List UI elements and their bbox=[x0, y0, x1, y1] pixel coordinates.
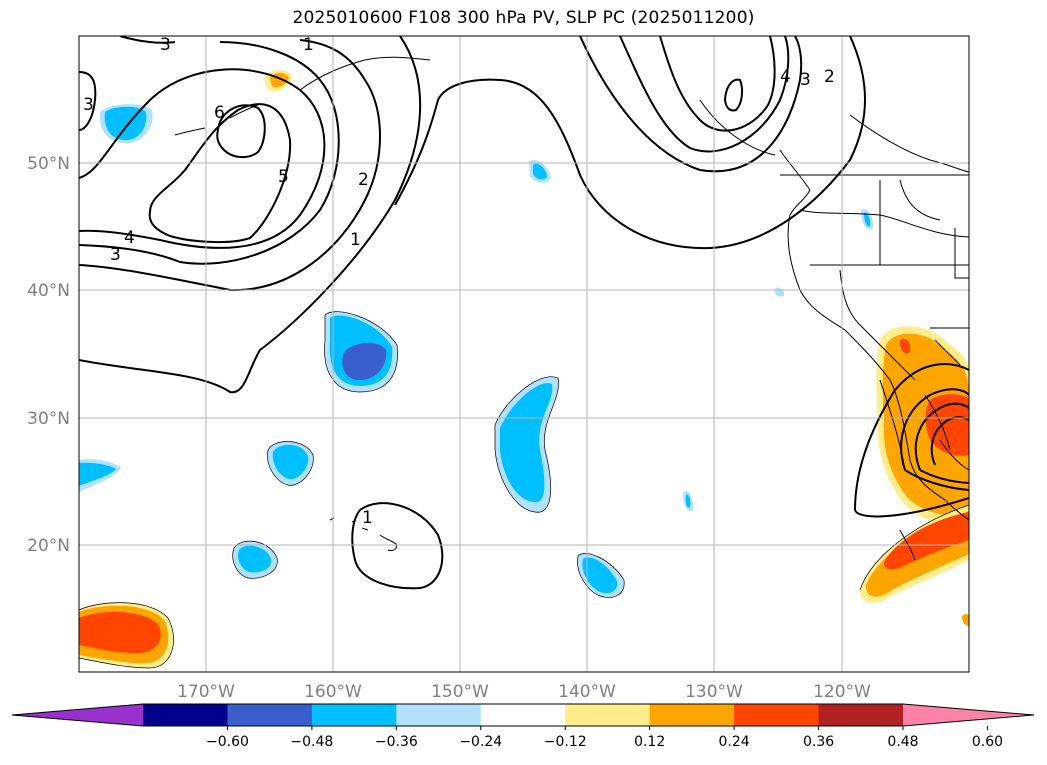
contour-label: 3 bbox=[800, 70, 811, 90]
colorbar-segment bbox=[311, 704, 397, 726]
slp-contours bbox=[79, 36, 969, 590]
lon-label: 120°W bbox=[813, 682, 871, 702]
lat-label: 30°N bbox=[27, 409, 70, 429]
contour-label: 4 bbox=[780, 67, 791, 87]
lon-label: 170°W bbox=[177, 682, 235, 702]
lat-label: 50°N bbox=[27, 154, 70, 174]
contour-label: 3 bbox=[110, 245, 121, 265]
colorbar-outline bbox=[11, 703, 1035, 727]
contour-label: 2 bbox=[824, 67, 835, 87]
colorbar-tick-label: −0.60 bbox=[206, 734, 249, 750]
contour-label: 3 bbox=[83, 95, 94, 115]
contour-label: 1 bbox=[350, 230, 361, 250]
contour-label: 4 bbox=[124, 228, 135, 248]
colorbar-segment bbox=[565, 704, 651, 726]
map-gridlines bbox=[79, 36, 969, 672]
colorbar-segment bbox=[396, 704, 482, 726]
colorbar-segment bbox=[143, 704, 228, 726]
colorbar-tick-label: 0.36 bbox=[803, 734, 834, 750]
colorbar-tick-label: 0.48 bbox=[887, 734, 918, 750]
colorbar-segment bbox=[649, 704, 735, 726]
colorbar bbox=[11, 703, 1035, 730]
colorbar-tick-label: −0.24 bbox=[459, 734, 502, 750]
contour-label: 6 bbox=[214, 103, 225, 123]
coastlines bbox=[174, 36, 969, 561]
colorbar-tick-label: 0.60 bbox=[972, 734, 1003, 750]
map-title: 2025010600 F108 300 hPa PV, SLP PC (2025… bbox=[292, 8, 755, 28]
negative-pv-shading bbox=[79, 104, 874, 598]
latitude-labels: 50°N 40°N 30°N 20°N bbox=[27, 154, 70, 556]
colorbar-extend-max bbox=[903, 704, 1034, 726]
lon-label: 140°W bbox=[558, 682, 616, 702]
lon-label: 160°W bbox=[304, 682, 362, 702]
lat-label: 40°N bbox=[27, 281, 70, 301]
colorbar-tick-label: −0.48 bbox=[290, 734, 333, 750]
colorbar-tick-labels: −0.60 −0.48 −0.36 −0.24 −0.12 0.12 0.24 0.36 0.4… bbox=[206, 734, 1003, 750]
colorbar-segment bbox=[734, 704, 820, 726]
longitude-labels: 170°W 160°W 150°W 140°W 130°W 120°W bbox=[177, 682, 871, 702]
contour-label: 3 bbox=[160, 35, 171, 55]
colorbar-segment bbox=[818, 704, 904, 726]
contour-label: 5 bbox=[278, 167, 289, 187]
colorbar-tick-label: 0.12 bbox=[634, 734, 665, 750]
pv-outlines bbox=[79, 311, 969, 669]
contour-label: 1 bbox=[362, 508, 373, 528]
colorbar-tick-label: 0.24 bbox=[719, 734, 750, 750]
colorbar-tick-label: −0.36 bbox=[375, 734, 418, 750]
contour-labels: 3 3 4 3 6 5 2 1 1 1 4 3 2 bbox=[83, 35, 835, 528]
map-frame bbox=[78, 35, 970, 673]
contour-label: 1 bbox=[303, 35, 314, 55]
colorbar-tick-label: −0.12 bbox=[544, 734, 587, 750]
lon-label: 150°W bbox=[431, 682, 489, 702]
colorbar-segment bbox=[227, 704, 313, 726]
contour-label: 2 bbox=[358, 170, 369, 190]
map-background bbox=[79, 36, 969, 672]
colorbar-segment bbox=[480, 704, 566, 726]
lon-label: 130°W bbox=[685, 682, 743, 702]
colorbar-extend-min bbox=[12, 704, 143, 726]
lat-label: 20°N bbox=[27, 536, 70, 556]
